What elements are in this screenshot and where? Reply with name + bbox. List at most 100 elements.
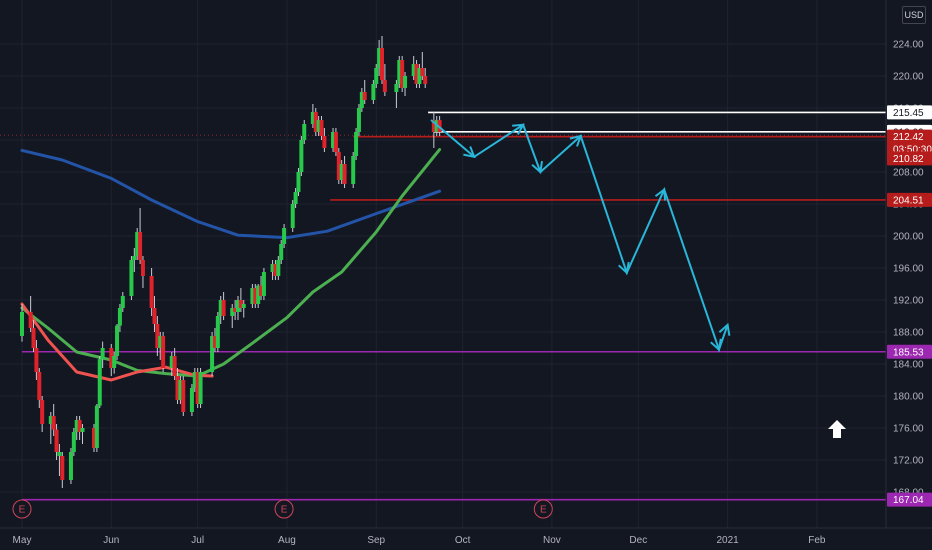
candle	[423, 68, 428, 88]
time-axis[interactable]: May Jun Jul Aug Sep Oct Nov Dec 2021 Feb	[0, 527, 932, 550]
candle	[342, 156, 347, 188]
candle	[212, 328, 217, 352]
price-tags: 215.45213.02212.4203:50:30210.82204.5118…	[887, 105, 932, 507]
candle-body	[20, 312, 24, 336]
candle	[115, 324, 120, 360]
candle	[273, 260, 278, 280]
candle-body	[31, 328, 36, 348]
candle	[316, 116, 321, 136]
candle-body	[371, 84, 376, 100]
candle-body	[135, 232, 140, 256]
candle	[77, 416, 82, 440]
price-tag-bg	[887, 492, 932, 507]
candle	[270, 260, 275, 280]
candle	[282, 224, 287, 248]
price-tag-bg	[887, 129, 932, 144]
price-tag-white: 215.45	[887, 105, 932, 120]
candle-body	[377, 48, 382, 68]
candle	[400, 56, 405, 92]
candle	[250, 284, 255, 308]
projection-path	[430, 119, 731, 353]
candle	[198, 368, 203, 408]
candle-body	[218, 300, 223, 316]
candle-body	[293, 192, 298, 204]
candle	[236, 296, 240, 320]
candle	[336, 148, 341, 184]
candle-body	[172, 356, 177, 376]
candle	[172, 348, 177, 380]
candle-body	[400, 60, 405, 88]
y-tick-label: 176.00	[893, 424, 924, 435]
projection-arrowhead	[618, 261, 630, 275]
candle-body	[420, 68, 425, 76]
candle	[189, 384, 194, 416]
price-axis[interactable]: 224.00220.00216.00212.00208.00204.00200.…	[885, 0, 932, 528]
candle	[377, 40, 382, 76]
price-tag-red: 212.42	[887, 129, 932, 144]
price-tag-label: 185.53	[893, 347, 924, 358]
candle	[293, 188, 298, 208]
price-tag-bg	[887, 105, 932, 120]
x-tick-label: 2021	[716, 535, 739, 546]
candle	[261, 268, 266, 300]
candle-body	[129, 260, 134, 296]
price-tag-label: 03:50:30	[893, 144, 932, 155]
candle-body	[250, 288, 255, 304]
earnings-marker-circle	[533, 499, 553, 519]
candle-body	[74, 420, 79, 432]
x-tick-label: Aug	[278, 535, 296, 546]
projection-arrowhead	[710, 338, 722, 352]
candle	[161, 332, 166, 372]
candle-body	[397, 60, 402, 84]
ma-line-1	[20, 148, 442, 378]
projection-arrowhead	[569, 134, 583, 147]
candle-body	[256, 285, 261, 304]
x-tick-label: Dec	[629, 535, 647, 546]
candle	[397, 56, 402, 88]
y-tick-label: 200.00	[893, 232, 924, 243]
candle-body	[138, 232, 143, 260]
candle	[354, 128, 359, 160]
candle-body	[423, 76, 428, 84]
currency-label[interactable]: USD	[902, 6, 926, 24]
candle	[34, 340, 39, 380]
candle	[241, 300, 246, 318]
x-tick-label: Sep	[367, 535, 385, 546]
candle-body	[316, 120, 321, 132]
candle-body	[290, 204, 295, 228]
candle	[333, 128, 338, 156]
candle	[411, 56, 416, 80]
grid-lines	[0, 0, 886, 528]
price-tag-label: 212.42	[893, 132, 924, 143]
y-tick-label: 224.00	[893, 40, 924, 51]
candle-body	[60, 456, 65, 480]
candle-body	[279, 244, 284, 260]
y-tick-label: 192.00	[893, 296, 924, 307]
candle	[132, 248, 137, 272]
candle	[259, 276, 264, 300]
y-tick-label: 184.00	[893, 360, 924, 371]
price-tag-red: 210.82	[887, 151, 932, 166]
earnings-marker: E	[274, 499, 294, 519]
candle-body	[414, 64, 419, 84]
candle	[276, 256, 281, 280]
candle	[40, 396, 45, 432]
price-tag-red: 204.51	[887, 192, 932, 207]
candle-body	[241, 304, 246, 308]
candle-body	[34, 348, 39, 372]
candle-body	[161, 336, 166, 368]
candle	[181, 376, 186, 416]
candle-body	[333, 132, 338, 152]
earnings-marker: E	[533, 499, 553, 519]
candle	[192, 368, 197, 392]
candle	[359, 88, 364, 112]
candle	[28, 296, 33, 332]
x-tick-label: Jul	[191, 535, 204, 546]
candle	[94, 404, 99, 452]
candle-body	[253, 288, 258, 304]
candle	[60, 452, 65, 488]
candle	[57, 444, 62, 476]
x-tick-label: Nov	[543, 535, 561, 546]
